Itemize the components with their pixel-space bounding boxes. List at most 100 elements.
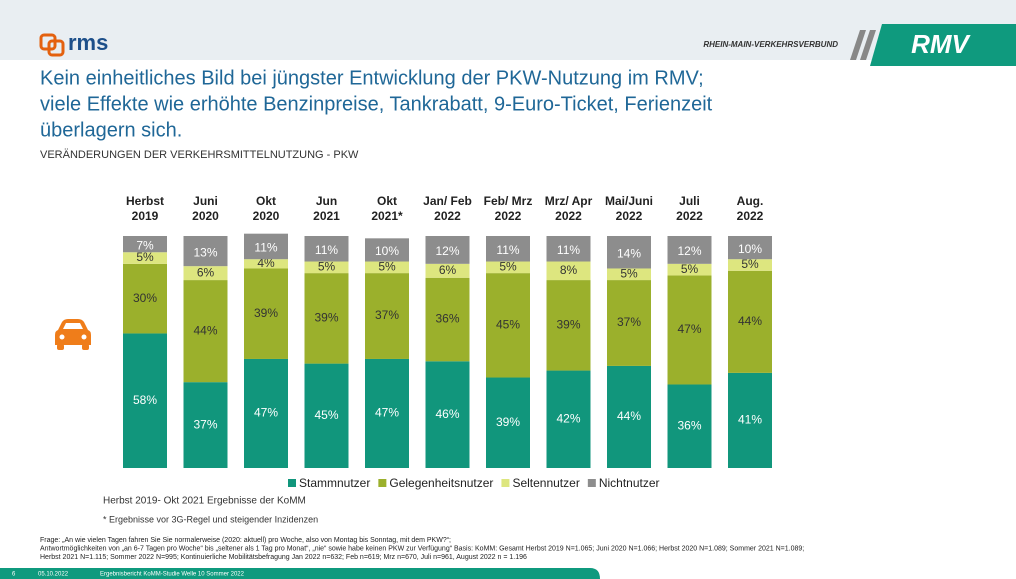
x-tick-label: 2020 <box>192 209 219 223</box>
header-band <box>0 0 1016 60</box>
x-tick-label: Jun <box>316 194 337 208</box>
bar-segment <box>425 263 470 278</box>
legend-label: Stammnutzer <box>299 476 370 490</box>
legend-swatch <box>378 479 387 487</box>
legend-swatch <box>501 479 510 487</box>
value-label: 13% <box>193 245 217 259</box>
value-label: 46% <box>435 407 459 421</box>
title-line: Kein einheitliches Bild bei jüngster Ent… <box>40 67 704 89</box>
bar-segment <box>728 259 772 271</box>
logo-text: RMV <box>911 29 971 59</box>
bar-segment <box>728 236 772 260</box>
value-label: 45% <box>314 408 338 422</box>
x-tick-label: Jan/ Feb <box>423 194 472 208</box>
bar-segment <box>304 261 349 274</box>
value-label: 5% <box>136 250 154 264</box>
logo-bg <box>870 24 1016 66</box>
x-tick-label: 2020 <box>253 209 280 223</box>
bar-segment <box>607 236 651 269</box>
bar-segment <box>728 270 772 373</box>
value-label: 11% <box>557 243 580 257</box>
value-label: 5% <box>741 257 759 271</box>
x-tick-label: 2022 <box>555 209 582 223</box>
x-tick-label: 2022 <box>616 209 643 223</box>
footer-band-end <box>560 568 600 579</box>
logo-stripes <box>850 30 876 60</box>
x-tick-label: 2021* <box>371 209 403 223</box>
car-icon <box>55 319 91 350</box>
legend-swatch <box>587 479 596 487</box>
note: * Ergebnisse vor 3G-Regel und steigender… <box>103 514 318 524</box>
value-label: 8% <box>560 263 578 277</box>
bar-segment <box>244 259 288 269</box>
car-light <box>59 334 65 340</box>
bar-segment <box>425 236 470 264</box>
car-light <box>81 334 87 340</box>
x-tick-label: Okt <box>256 194 276 208</box>
bar-segment <box>123 263 167 334</box>
footnote-line: Antwortmöglichkeiten von „an 6-7 Tagen p… <box>40 545 804 552</box>
logo-mark <box>47 39 65 57</box>
bar-segment <box>304 236 349 262</box>
value-label: 6% <box>197 265 215 279</box>
footnote-line: Frage: „An wie vielen Tagen fahren Sie S… <box>40 537 451 544</box>
bar-segment <box>123 236 167 253</box>
value-label: 11% <box>496 243 519 257</box>
bar-segment <box>546 280 591 371</box>
bar-segment <box>244 233 288 260</box>
x-tick-label: Mrz/ Apr <box>545 194 593 208</box>
x-tick-label: 2019 <box>132 209 159 223</box>
value-label: 47% <box>254 406 278 420</box>
legend-label: Gelegenheitsnutzer <box>389 476 493 490</box>
legend: Stammnutzer Gelegenheitsnutzer Seltennutze… <box>288 476 660 490</box>
x-tick-label: 2022 <box>434 209 461 223</box>
value-label: 47% <box>677 322 701 336</box>
bar-segment <box>728 372 772 468</box>
value-label: 5% <box>620 266 638 280</box>
x-tick-label: Juli <box>679 194 700 208</box>
footer-report: Ergebnisbericht KoMM-Studie Welle 10 Som… <box>100 572 245 578</box>
value-label: 10% <box>738 242 762 256</box>
footnote: Frage: „An wie vielen Tagen fahren Sie S… <box>40 537 804 561</box>
bar-segment <box>486 377 530 468</box>
value-label: 5% <box>499 259 517 273</box>
car-body <box>55 319 91 345</box>
bar-segment <box>365 358 409 468</box>
x-tick-label: 2022 <box>737 209 764 223</box>
logo-text: rms <box>68 30 108 55</box>
x-tick-label: 2022 <box>676 209 703 223</box>
value-label: 36% <box>435 312 459 326</box>
title-line: viele Effekte wie erhöhte Benzinpreise, … <box>40 93 713 115</box>
value-label: 14% <box>617 246 641 260</box>
bar-segment <box>183 266 228 281</box>
bar-segment <box>546 261 591 281</box>
note: Herbst 2019- Okt 2021 Ergebnisse der KoM… <box>103 496 306 507</box>
rmv-logo: RMV <box>850 24 1016 66</box>
value-label: 44% <box>617 409 641 423</box>
bar-segment <box>486 236 530 262</box>
value-label: 37% <box>193 417 217 431</box>
bar-segment <box>304 363 349 468</box>
footer-date: 05.10.2022 <box>38 572 69 578</box>
value-label: 39% <box>254 306 278 320</box>
value-label: 39% <box>496 415 520 429</box>
value-label: 11% <box>254 241 277 255</box>
value-label: 41% <box>738 413 762 427</box>
bar-segment <box>365 273 409 359</box>
legend-swatch <box>288 479 296 487</box>
value-label: 37% <box>617 315 641 329</box>
x-tick-label: Mai/Juni <box>605 194 653 208</box>
title-line: überlagern sich. <box>40 119 182 141</box>
bar-segment <box>486 261 530 274</box>
value-label: 39% <box>314 311 338 325</box>
x-tick-label: Aug. <box>737 194 764 208</box>
value-label: 5% <box>681 262 699 276</box>
value-label: 42% <box>556 411 580 425</box>
x-tick-label: Juni <box>193 194 218 208</box>
bar-segment <box>546 236 591 262</box>
value-label: 58% <box>133 393 157 407</box>
value-label: 10% <box>375 244 399 258</box>
bar-segment <box>183 236 228 267</box>
legend-label: Nichtnutzer <box>599 476 660 490</box>
x-tick-label: Feb/ Mrz <box>484 194 533 208</box>
